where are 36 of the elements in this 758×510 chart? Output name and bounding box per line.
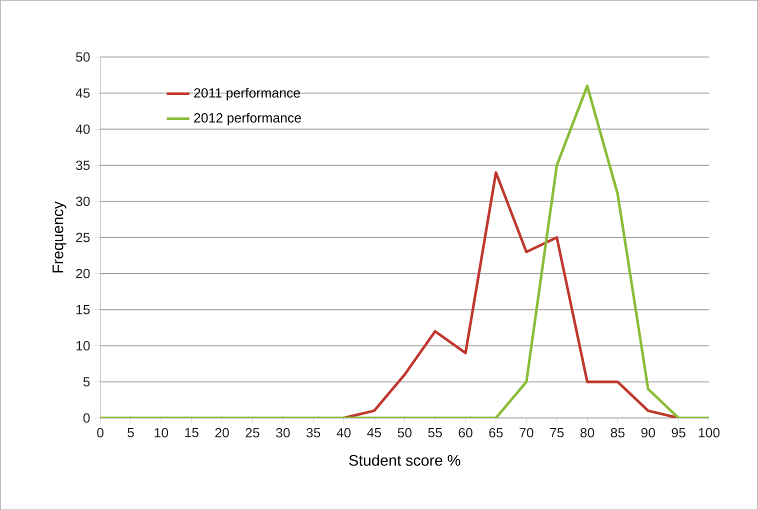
y-tick-label: 5: [83, 377, 90, 386]
y-tick-label: 50: [76, 52, 90, 62]
x-tick-label: 85: [610, 428, 625, 438]
x-tick-label: 20: [215, 428, 229, 438]
x-tick-label: 40: [336, 428, 351, 438]
y-tick-label: 20: [76, 268, 90, 278]
x-tick-label: 90: [641, 428, 656, 438]
x-tick-label: 100: [698, 428, 720, 438]
x-tick-label: 75: [550, 428, 564, 438]
x-tick-label: 95: [672, 428, 686, 438]
x-tick-label: 5: [128, 428, 134, 438]
legend-label: 2011 performance: [194, 88, 300, 100]
x-tick-label: 60: [458, 428, 472, 438]
x-axis-title: Student score %: [349, 454, 460, 466]
y-tick-label: 35: [76, 160, 90, 170]
x-tick-label: 15: [185, 428, 198, 438]
x-tick-label: 25: [246, 428, 260, 438]
x-tick-label: 80: [580, 428, 594, 438]
y-tick-label: 10: [76, 340, 90, 350]
y-tick-label: 15: [76, 304, 90, 314]
x-tick-label: 35: [306, 428, 320, 438]
x-tick-label: 50: [398, 428, 412, 438]
y-tick-label: 45: [76, 88, 90, 98]
y-tick-label: 25: [76, 232, 90, 242]
y-tick-label: 30: [76, 196, 90, 206]
x-tick-label: 10: [154, 428, 168, 438]
legend-label: 2012 performance: [194, 112, 301, 126]
x-tick-label: 0: [97, 428, 104, 438]
y-tick-label: 0: [83, 413, 90, 423]
x-tick-label: 55: [428, 428, 442, 438]
x-tick-label: 65: [489, 428, 503, 438]
x-tick-label: 70: [520, 428, 534, 438]
x-tick-label: 30: [276, 428, 290, 438]
y-tick-label: 40: [76, 124, 90, 134]
y-axis-title: Frequency: [52, 201, 66, 272]
x-tick-label: 45: [367, 428, 382, 438]
